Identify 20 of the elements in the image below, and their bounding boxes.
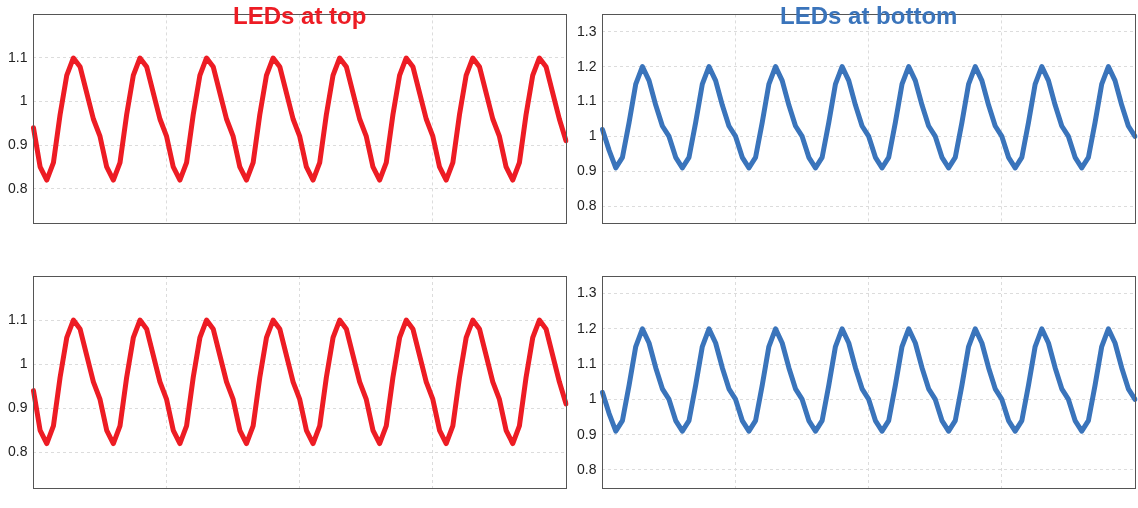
y-tick-label: 1.1: [7, 310, 28, 327]
y-tick-label: 0.8: [7, 443, 28, 460]
y-tick-label: 1.1: [576, 92, 597, 109]
y-tick-label: 0.9: [576, 162, 597, 179]
y-tick-label: 1: [588, 127, 597, 144]
y-tick-label: 1.2: [576, 57, 597, 74]
y-tick-label: 0.8: [576, 460, 597, 477]
y-tick-label: 1.2: [576, 319, 597, 336]
y-tick-label: 0.8: [7, 179, 28, 196]
y-tick-label: 1.3: [576, 284, 597, 301]
y-tick-label: 0.9: [7, 136, 28, 153]
y-tick-label: 1.3: [576, 22, 597, 39]
y-tick-label: 0.8: [576, 197, 597, 214]
y-tick-label: 0.9: [576, 425, 597, 442]
y-tick-label: 1.1: [576, 355, 597, 372]
y-tick-label: 1: [19, 355, 28, 372]
y-tick-label: 0.9: [7, 399, 28, 416]
y-tick-label: 1: [19, 92, 28, 109]
y-tick-label: 1: [588, 390, 597, 407]
y-tick-label: 1.1: [7, 48, 28, 65]
